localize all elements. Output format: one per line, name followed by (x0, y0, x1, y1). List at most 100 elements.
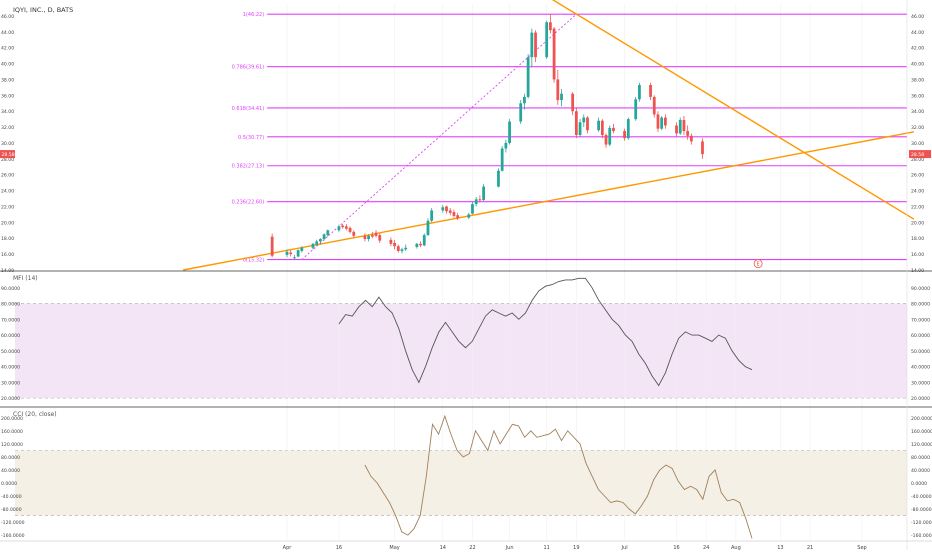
price-tick-right: 18.00 (911, 236, 924, 242)
fib-swing-line (301, 13, 577, 260)
mfi-band (15, 303, 907, 399)
candle-body (452, 212, 456, 217)
mfi-tick-left: 40.0000 (1, 365, 20, 371)
x-tick-label: 11 (543, 545, 549, 550)
candle-body (341, 225, 345, 228)
candle-body (604, 135, 608, 145)
candle-body (471, 204, 474, 214)
mfi-tick-left: 30.0000 (1, 380, 20, 386)
candle-body (686, 131, 690, 136)
price-tick-left: 40.00 (1, 62, 14, 68)
candle-body (663, 117, 667, 126)
x-tick-label: Sep (857, 545, 866, 550)
cci-tick-left: 40.0000 (1, 468, 20, 474)
candle-body (293, 257, 296, 259)
trendline (182, 131, 915, 271)
cci-tick-right: 160.0000 (911, 429, 932, 435)
candle-body (300, 247, 304, 251)
candle-body (422, 235, 426, 246)
price-tick-right: 16.00 (911, 252, 924, 258)
cci-tick-right: 200.0000 (911, 416, 932, 422)
cci-tick-left: 0.0000 (1, 481, 17, 487)
x-tick-label: 16 (673, 545, 679, 550)
candle-body (326, 230, 330, 236)
price-tick-left: 34.00 (1, 109, 14, 115)
candle-body (586, 117, 589, 131)
candle-body (623, 131, 626, 139)
cci-tick-right: 120.0000 (911, 442, 932, 448)
candle-body (526, 57, 530, 97)
x-tick-label: 21 (807, 545, 813, 550)
price-tick-right: 38.00 (911, 77, 924, 83)
cci-tick-right: -40.0000 (911, 494, 932, 500)
candle-body (600, 120, 604, 136)
candle-body (348, 227, 352, 232)
candle-body (337, 226, 341, 231)
x-tick-label: May (389, 545, 399, 550)
candle-body (352, 231, 356, 236)
price-tick-left: 14.00 (1, 268, 14, 274)
fib-level-label: 0.382(27.13) (232, 164, 265, 170)
x-tick-label: Apr (283, 545, 293, 550)
fib-level-label: 0.786(39.61) (232, 65, 265, 71)
candle-body (315, 241, 319, 245)
price-tick-right: 42.00 (911, 46, 924, 52)
price-tick-right: 46.00 (911, 14, 924, 20)
candle-body (374, 232, 378, 236)
mfi-tick-left: 80.0000 (1, 302, 20, 308)
candle-body (318, 239, 322, 242)
price-tick-right: 14.00 (911, 268, 924, 274)
candle-body (545, 22, 549, 58)
candle-body (497, 170, 500, 187)
candle-body (689, 135, 693, 142)
candle-body (378, 235, 382, 241)
candle-body (441, 207, 445, 211)
candle-body (419, 243, 422, 246)
candle-body (344, 226, 348, 229)
x-tick-label: 24 (703, 545, 709, 550)
mfi-tick-right: 20.0000 (911, 396, 930, 402)
cci-tick-left: 160.0000 (1, 429, 23, 435)
candle-body (370, 235, 374, 237)
price-tick-right: 36.00 (911, 93, 924, 99)
candle-body (634, 99, 638, 120)
cci-tick-left: 120.0000 (1, 442, 23, 448)
cci-band (15, 450, 907, 516)
candle-body (426, 220, 430, 236)
price-tick-left: 32.00 (1, 125, 14, 131)
candle-body (652, 96, 656, 115)
price-tick-left: 46.00 (1, 14, 14, 20)
x-tick-label: Jun (505, 545, 514, 550)
x-tick-label: Jul (621, 545, 628, 550)
price-tick-left: 42.00 (1, 46, 14, 52)
mfi-tick-left: 20.0000 (1, 396, 20, 402)
candle-body (467, 214, 471, 218)
candle-body (675, 125, 678, 134)
candle-body (508, 121, 511, 143)
candle-body (445, 206, 448, 212)
price-tick-right: 30.00 (911, 141, 924, 147)
x-tick-label: Aug (731, 545, 741, 550)
earnings-marker (753, 259, 763, 269)
mfi-tick-right: 90.0000 (911, 286, 930, 292)
candle-body (678, 119, 682, 134)
fib-level-label: 0(15.32) (243, 258, 264, 264)
candle-body (474, 199, 478, 205)
candle-body (500, 148, 504, 171)
price-tick-left: 30.00 (1, 141, 14, 147)
price-tick-left: 26.00 (1, 173, 14, 179)
earnings-marker-label: E (757, 262, 760, 268)
cci-tick-left: -40.0000 (1, 494, 22, 500)
candle-body (571, 93, 575, 112)
price-tick-left: 24.00 (1, 189, 14, 195)
candle-body (582, 117, 586, 123)
symbol-title: IQYI, INC., D, BATS (13, 6, 73, 14)
mfi-tick-left: 60.0000 (1, 333, 20, 339)
price-tick-left: 20.00 (1, 220, 14, 226)
candle-body (578, 122, 582, 136)
price-tick-right: 34.00 (911, 109, 924, 115)
mfi-tick-right: 40.0000 (911, 365, 930, 371)
cci-tick-left: 80.0000 (1, 455, 20, 461)
